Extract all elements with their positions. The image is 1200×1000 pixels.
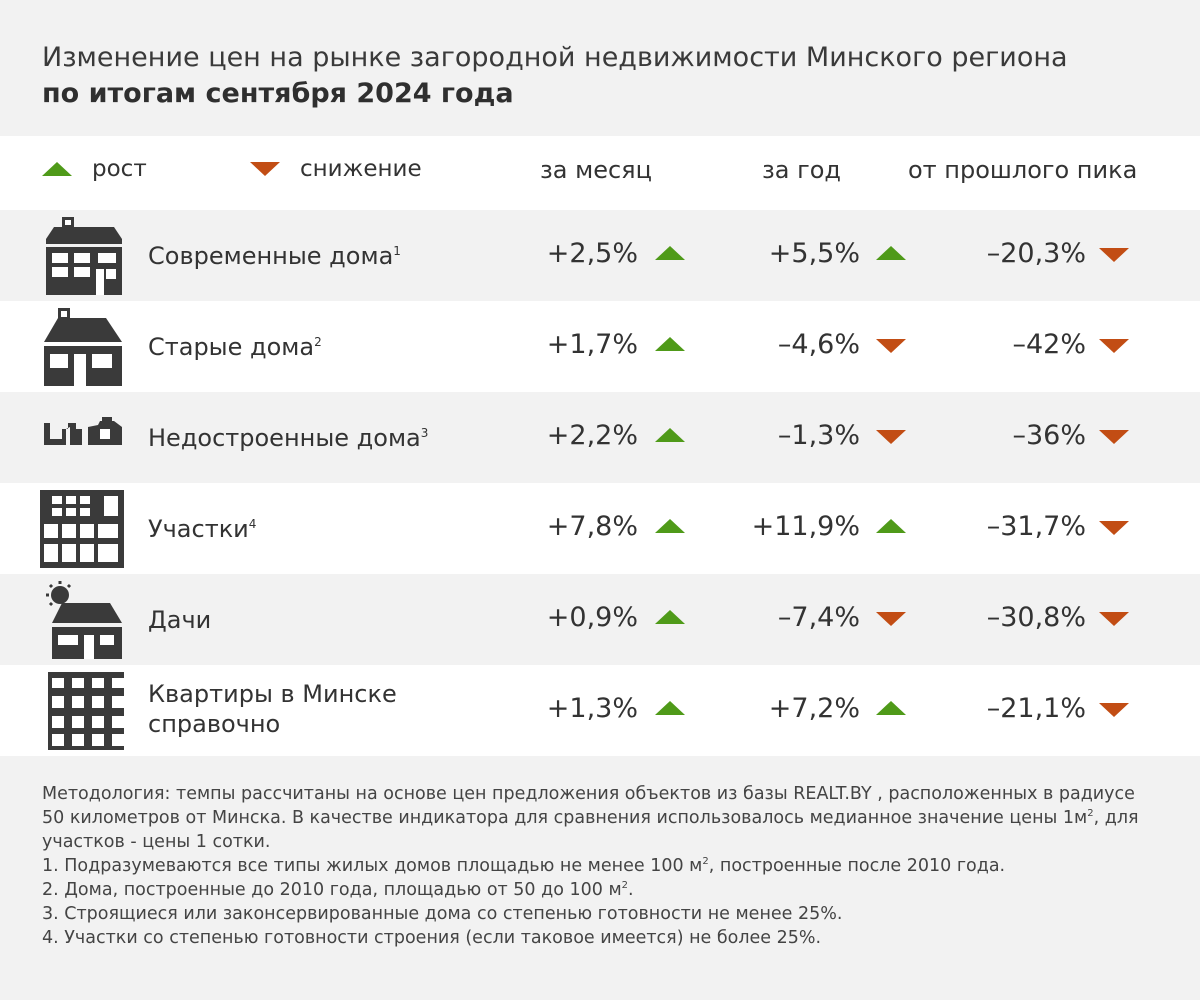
value-year: –7,4% xyxy=(777,602,860,633)
arrow-up-icon xyxy=(42,162,72,176)
value-peak: –30,8% xyxy=(986,602,1086,633)
footnote-4: 4. Участки со степенью готовности строен… xyxy=(42,928,822,948)
arrow-down-icon xyxy=(1099,612,1129,628)
value-peak: –21,1% xyxy=(986,693,1086,724)
value-year: +7,2% xyxy=(768,693,860,724)
legend-down-label: снижение xyxy=(300,156,422,182)
value-month: +2,2% xyxy=(546,420,638,451)
arrow-down-icon xyxy=(250,162,280,176)
price-table: рост снижение за месяц за год от прошлог… xyxy=(0,136,1200,756)
legend-down: снижение xyxy=(250,156,422,182)
table-body: Современные дома1 +2,5% +5,5% –20,3% Старые … xyxy=(0,210,1200,756)
methodology-note: Методология: темпы рассчитаны на основе … xyxy=(42,782,1162,854)
row-label-text: Старые дома xyxy=(148,333,315,361)
footnote-1-text-a: 1. Подразумеваются все типы жилых домов … xyxy=(42,856,703,876)
apartment-building-icon xyxy=(40,672,128,750)
value-month: +2,5% xyxy=(546,238,638,269)
row-label-text: Современные дома xyxy=(148,242,394,270)
old-house-icon xyxy=(40,308,124,386)
footnote-2: 2. Дома, построенные до 2010 года, площа… xyxy=(42,878,1162,902)
arrow-up-icon xyxy=(876,246,906,262)
footnote-3: 3. Строящиеся или законсервированные дом… xyxy=(42,904,843,924)
row-label-text: Недостроенные дома xyxy=(148,424,421,452)
row-label: Квартиры в Минске справочно xyxy=(148,679,397,739)
value-year: +5,5% xyxy=(768,238,860,269)
modern-house-icon xyxy=(40,217,124,295)
arrow-down-icon xyxy=(876,339,906,355)
column-header-peak: от прошлого пика xyxy=(908,156,1138,184)
row-label-text: Квартиры в Минске xyxy=(148,680,397,708)
table-row: Участки4 +7,8% +11,9% –31,7% xyxy=(0,483,1200,574)
title-line-2: по итогам сентября 2024 года xyxy=(42,78,514,109)
value-peak: –42% xyxy=(1012,329,1086,360)
value-peak: –20,3% xyxy=(986,238,1086,269)
title-block: Изменение цен на рынке загородной недвиж… xyxy=(42,40,1182,112)
header-row: рост снижение за месяц за год от прошлог… xyxy=(0,136,1200,210)
column-header-year: за год xyxy=(762,156,841,184)
arrow-down-icon xyxy=(1099,339,1129,355)
land-plot-icon xyxy=(40,490,124,568)
footnote-1: 1. Подразумеваются все типы жилых домов … xyxy=(42,854,1162,878)
arrow-down-icon xyxy=(876,612,906,628)
footnote-1-sup: 2 xyxy=(702,856,709,868)
row-label-text: Участки xyxy=(148,515,249,543)
arrow-up-icon xyxy=(655,337,685,353)
arrow-down-icon xyxy=(1099,703,1129,719)
footnote-1-text-b: , построенные после 2010 года. xyxy=(708,856,1006,876)
arrow-up-icon xyxy=(655,246,685,262)
row-label-note: 4 xyxy=(248,517,257,531)
row-label: Современные дома1 xyxy=(148,241,401,271)
row-label-note: 1 xyxy=(393,244,401,258)
title-line-1: Изменение цен на рынке загородной недвиж… xyxy=(42,42,1068,73)
value-peak: –36% xyxy=(1012,420,1086,451)
arrow-down-icon xyxy=(876,430,906,446)
footnote-2-sup: 2 xyxy=(621,880,629,892)
footnote-2-text-b: . xyxy=(628,880,634,900)
table-row: Квартиры в Минске справочно +1,3% +7,2% –21,… xyxy=(0,665,1200,756)
arrow-down-icon xyxy=(1099,248,1129,264)
table-row: Недостроенные дома3 +2,2% –1,3% –36% xyxy=(0,392,1200,483)
value-peak: –31,7% xyxy=(986,511,1086,542)
unfinished-house-icon xyxy=(40,399,124,477)
column-header-month: за месяц xyxy=(540,156,652,184)
value-month: +0,9% xyxy=(546,602,638,633)
arrow-up-icon xyxy=(655,428,685,444)
value-month: +1,3% xyxy=(546,693,638,724)
table-row: Старые дома2 +1,7% –4,6% –42% xyxy=(0,301,1200,392)
value-year: +11,9% xyxy=(751,511,860,542)
table-row: Дачи +0,9% –7,4% –30,8% xyxy=(0,574,1200,665)
arrow-up-icon xyxy=(655,519,685,535)
row-label: Дачи xyxy=(148,605,211,635)
value-year: –1,3% xyxy=(777,420,860,451)
value-year: –4,6% xyxy=(777,329,860,360)
legend-up-label: рост xyxy=(92,156,147,182)
arrow-down-icon xyxy=(1099,521,1129,537)
arrow-up-icon xyxy=(876,701,906,717)
row-label-note: 2 xyxy=(314,335,322,349)
row-label-text: Дачи xyxy=(148,606,212,634)
row-label-note: 3 xyxy=(420,426,429,440)
value-month: +1,7% xyxy=(546,329,638,360)
row-label-sub: справочно xyxy=(148,710,281,738)
methodology-text-a: Методология: темпы рассчитаны на основе … xyxy=(42,784,1135,828)
arrow-up-icon xyxy=(876,519,906,535)
dacha-icon xyxy=(40,581,124,659)
value-month: +7,8% xyxy=(546,511,638,542)
methodology-text-b: , для участков - цены 1 сотки. xyxy=(42,808,1139,852)
row-label: Недостроенные дома3 xyxy=(148,423,428,453)
footnotes: Методология: темпы рассчитаны на основе … xyxy=(42,782,1162,950)
methodology-sup: 2 xyxy=(1087,808,1094,820)
footnote-2-text-a: 2. Дома, построенные до 2010 года, площа… xyxy=(42,880,622,900)
arrow-up-icon xyxy=(655,701,685,717)
legend-up: рост xyxy=(42,156,147,182)
table-row: Современные дома1 +2,5% +5,5% –20,3% xyxy=(0,210,1200,301)
row-label: Участки4 xyxy=(148,514,256,544)
arrow-down-icon xyxy=(1099,430,1129,446)
arrow-up-icon xyxy=(655,610,685,626)
row-label: Старые дома2 xyxy=(148,332,322,362)
